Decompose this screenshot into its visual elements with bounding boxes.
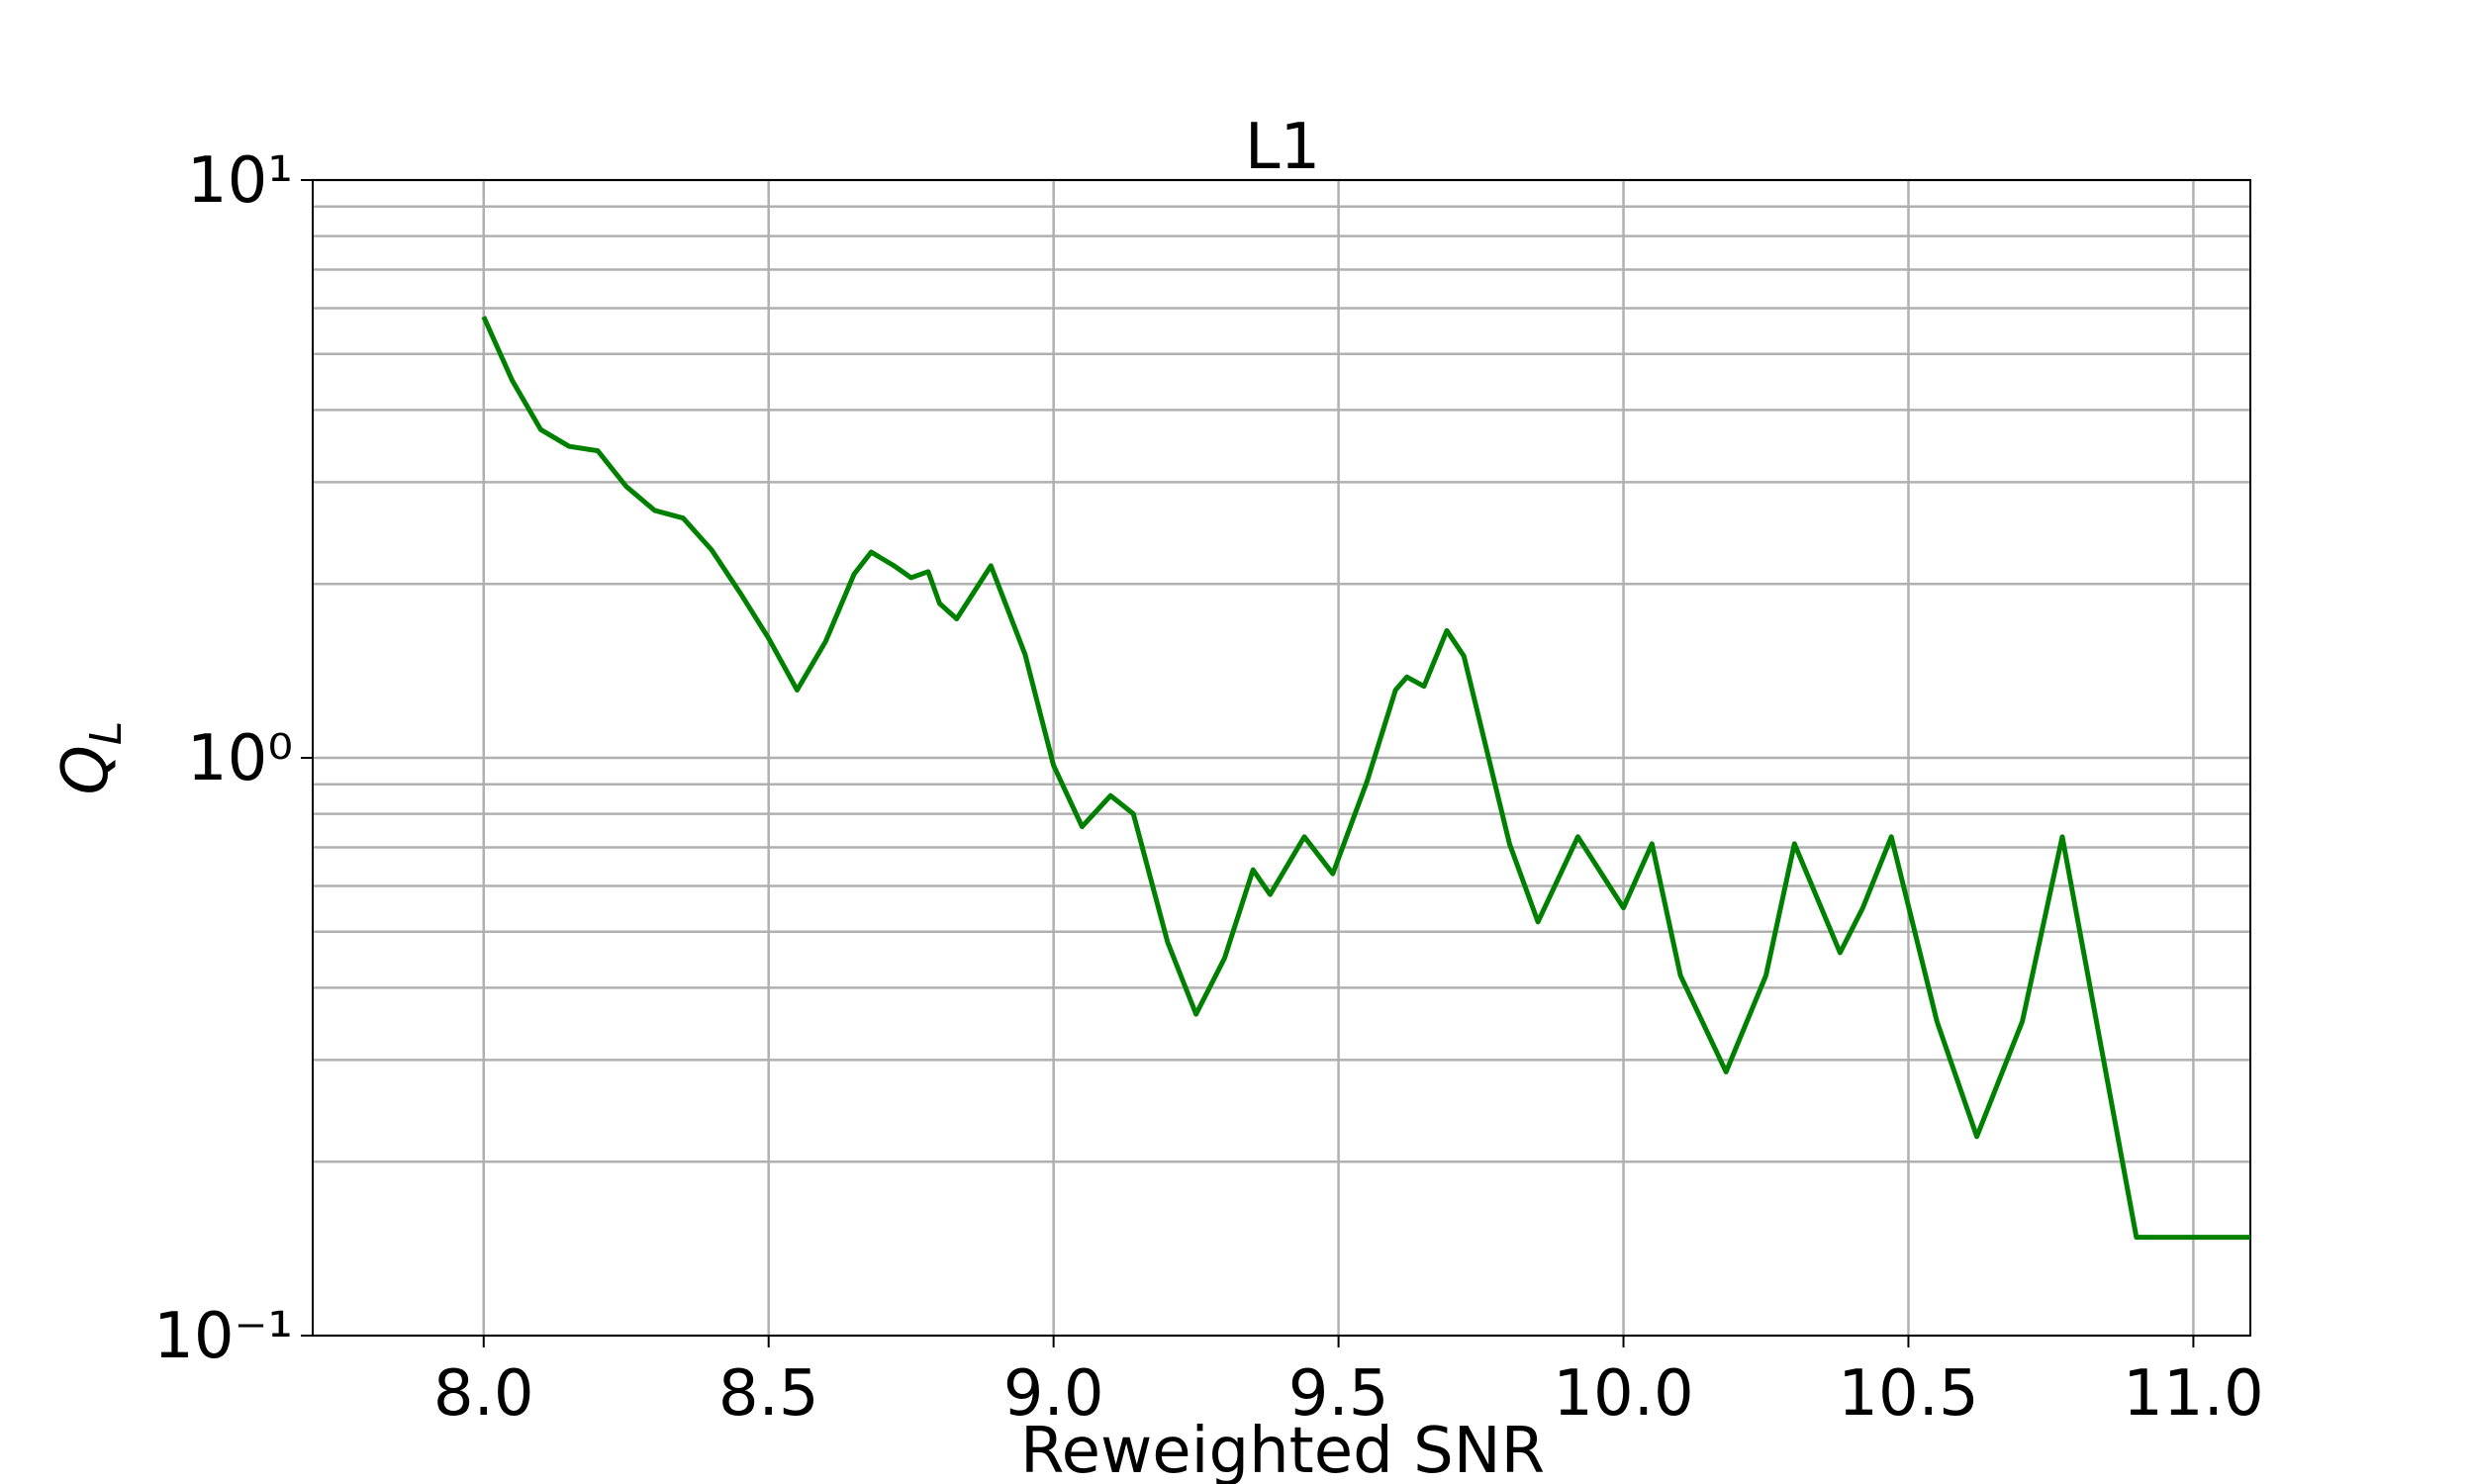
x-tick-label: 9.0 xyxy=(1003,1357,1104,1431)
y-tick-label: 10¹ xyxy=(187,144,293,218)
data-line xyxy=(481,316,2250,1241)
y-axis-label: QL xyxy=(49,721,132,795)
y-axis-label-main: Q xyxy=(49,745,123,794)
y-axis-label-sub: L xyxy=(81,721,132,746)
x-tick-label: 11.0 xyxy=(2123,1357,2264,1431)
x-tick-label: 10.5 xyxy=(1838,1357,1979,1431)
chart-title: L1 xyxy=(1245,111,1320,184)
x-tick-label: 10.0 xyxy=(1553,1357,1694,1431)
x-axis-label: Reweighted SNR xyxy=(1020,1415,1545,1484)
plot-frame xyxy=(312,179,2251,1337)
x-tick-label: 8.5 xyxy=(718,1357,819,1431)
y-tick-label: 10⁻¹ xyxy=(153,1300,293,1373)
x-tick-label: 9.5 xyxy=(1288,1357,1389,1431)
x-tick-label: 8.0 xyxy=(433,1357,534,1431)
y-tick-label: 10⁰ xyxy=(187,722,293,795)
